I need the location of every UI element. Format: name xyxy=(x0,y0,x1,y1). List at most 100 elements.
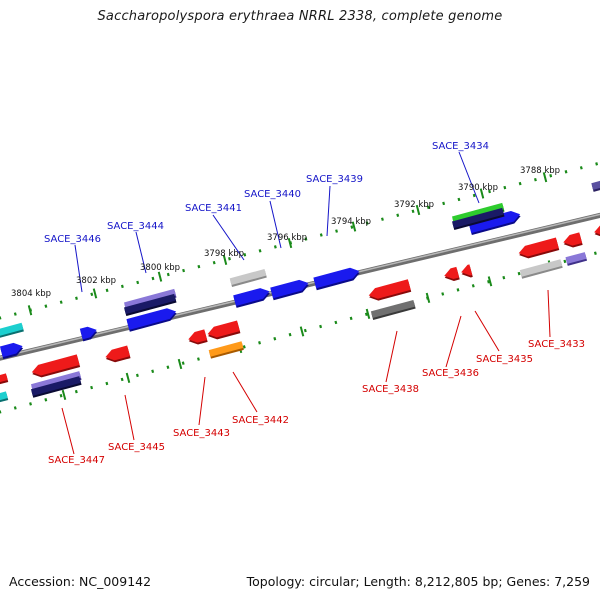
ruler-dot xyxy=(105,288,109,293)
ruler-tick xyxy=(157,271,163,282)
gene-arrow-body xyxy=(452,207,504,229)
gene-arrow xyxy=(124,293,177,317)
gene-arrow xyxy=(444,266,460,281)
ruler-dot xyxy=(29,402,32,406)
gene-label-sace-3434: SACE_3434 xyxy=(432,141,489,152)
ruler-dot xyxy=(518,181,522,186)
gene-arrow xyxy=(452,207,505,231)
gene-arrow-shadow xyxy=(594,226,600,238)
gene-arrow-body xyxy=(124,293,176,315)
leader-line-reverse xyxy=(385,330,398,383)
gene-label-sace-3435: SACE_3435 xyxy=(476,354,533,365)
gene-arrow-body xyxy=(229,268,267,286)
gene-arrow xyxy=(0,322,24,340)
gene-arrow xyxy=(0,373,9,385)
gene-label-sace-3441: SACE_3441 xyxy=(185,203,242,214)
ruler-dot xyxy=(517,271,521,276)
ruler-dot xyxy=(120,284,124,289)
ruler-dot xyxy=(503,185,507,190)
ruler-dot xyxy=(334,320,338,325)
ruler-dot xyxy=(166,365,170,369)
ruler-dot xyxy=(472,193,476,198)
gene-arrow xyxy=(233,288,270,308)
gene-arrow xyxy=(313,267,360,291)
ruler-dot xyxy=(151,276,155,281)
leader-line-reverse xyxy=(232,371,258,413)
gene-arrow xyxy=(208,341,244,359)
gene-arrow-body xyxy=(188,329,208,343)
ruler-dot xyxy=(533,177,537,182)
ruler-dot xyxy=(90,292,94,297)
gene-arrow-body xyxy=(368,279,411,299)
ruler-dot xyxy=(197,357,200,361)
ruler-tick xyxy=(479,188,485,199)
ruler-dot xyxy=(212,260,216,265)
ruler-dot xyxy=(579,166,583,170)
ruler-dot xyxy=(396,213,400,217)
ruler-dot xyxy=(304,237,308,241)
ruler-dot xyxy=(258,249,262,253)
gene-label-sace-3444: SACE_3444 xyxy=(107,221,164,232)
ruler-tick xyxy=(177,358,183,370)
gene-arrow-body xyxy=(518,237,559,257)
ruler-label: 3798 kbp xyxy=(204,249,244,259)
gene-arrow-body xyxy=(313,267,360,289)
label-leaders xyxy=(61,151,551,455)
gene-arrow-body xyxy=(461,264,473,276)
gene-arrow xyxy=(461,264,473,278)
leader-line-forward xyxy=(458,151,480,204)
gene-arrow-body xyxy=(0,373,8,383)
leader-line-reverse xyxy=(198,376,206,426)
ruler-dot xyxy=(13,406,17,410)
ruler-dot xyxy=(258,341,261,345)
gene-arrow-body xyxy=(519,259,563,277)
ruler-dot xyxy=(426,205,430,210)
ruler-dot xyxy=(364,312,368,317)
gene-arrow-body xyxy=(468,210,521,234)
gene-arrow xyxy=(31,354,81,378)
gene-arrow xyxy=(468,210,521,236)
ruler-dot xyxy=(595,162,599,166)
ruler-label: 3794 kbp xyxy=(331,217,371,227)
ruler-dot xyxy=(136,280,140,285)
ruler-dot xyxy=(457,197,461,202)
gene-label-sace-3440: SACE_3440 xyxy=(244,189,301,200)
gene-arrow xyxy=(594,224,600,238)
ruler-dot xyxy=(442,201,446,206)
ruler-dot xyxy=(181,361,185,365)
gene-label-sace-3443: SACE_3443 xyxy=(173,428,230,439)
ruler-dot xyxy=(74,389,78,394)
ruler-dot xyxy=(319,324,323,329)
gene-arrow-body xyxy=(444,266,460,280)
gene-arrow-body xyxy=(0,342,23,358)
gene-arrow-body xyxy=(0,322,24,338)
gene-arrow-body xyxy=(233,288,270,307)
gene-features xyxy=(0,180,600,403)
gene-arrow-body xyxy=(126,308,177,330)
ruler-dot xyxy=(120,377,124,382)
gene-label-sace-3439: SACE_3439 xyxy=(306,174,363,185)
gene-arrow-body xyxy=(0,391,8,401)
ruler-dot xyxy=(273,245,277,249)
genome-summary-text: Topology: circular; Length: 8,212,805 bp… xyxy=(246,574,590,589)
gene-arrow-body xyxy=(208,341,244,357)
ruler-label: 3802 kbp xyxy=(76,276,116,286)
gene-arrow xyxy=(518,237,560,259)
gene-arrow xyxy=(0,391,9,403)
ruler-ticks-forward xyxy=(0,162,599,320)
gene-label-sace-3436: SACE_3436 xyxy=(422,368,479,379)
ruler-dot xyxy=(549,174,553,178)
ruler-dot xyxy=(273,336,277,341)
gene-arrow-body xyxy=(207,320,240,338)
gene-arrow xyxy=(79,326,98,342)
ruler-dot xyxy=(471,284,475,288)
ruler-label: 3804 kbp xyxy=(11,289,51,299)
accession-text: Accession: NC_009142 xyxy=(9,574,152,589)
ruler-tick xyxy=(487,276,493,287)
ruler-tick xyxy=(351,221,357,232)
gene-arrow xyxy=(370,299,416,320)
gene-arrow-body xyxy=(79,326,97,340)
ruler-dot xyxy=(242,345,246,349)
gene-arrow-body xyxy=(270,279,309,299)
